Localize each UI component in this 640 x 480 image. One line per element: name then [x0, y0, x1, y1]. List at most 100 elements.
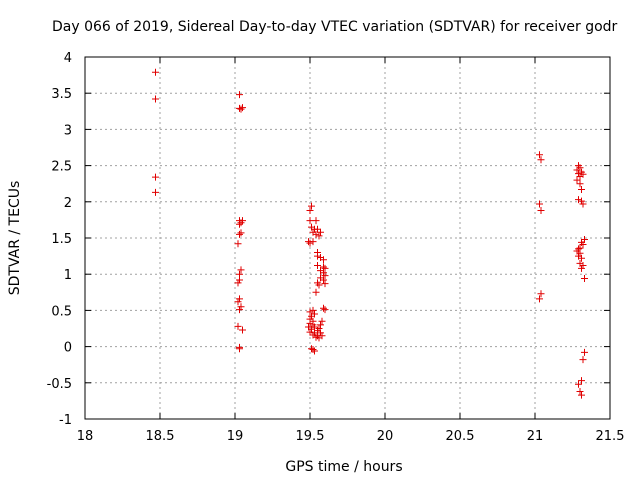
- data-point-plus: [237, 219, 245, 227]
- data-point-plus: [536, 295, 543, 303]
- data-point-plus: [320, 276, 327, 284]
- data-point-plus: [236, 306, 243, 314]
- data-point-plus: [152, 95, 159, 103]
- data-point-plus: [306, 206, 314, 214]
- data-point-plus: [236, 91, 243, 99]
- data-point-plus: [575, 170, 582, 178]
- data-point-plus: [537, 206, 545, 214]
- x-tick-label: 19: [227, 429, 244, 444]
- data-point-plus: [578, 391, 585, 399]
- data-point-plus: [314, 225, 321, 233]
- data-point-plus: [237, 229, 245, 237]
- data-point-plus: [306, 239, 314, 247]
- data-point-plus: [321, 280, 329, 288]
- data-point-plus: [239, 326, 246, 334]
- y-axis-label: SDTVAR / TECUs: [7, 181, 23, 296]
- data-point-plus: [320, 269, 327, 277]
- data-point-plus: [312, 288, 320, 296]
- data-point-plus: [536, 200, 543, 208]
- y-tick-label: -0.5: [47, 377, 72, 392]
- data-point-plus: [579, 356, 587, 364]
- data-point-plus: [579, 200, 587, 208]
- y-tick-label: 4: [64, 51, 72, 66]
- data-point-plus: [573, 166, 581, 174]
- x-tick-label: 20: [377, 429, 394, 444]
- data-point-plus: [578, 264, 585, 272]
- data-point-plus: [239, 104, 246, 112]
- y-tick-label: 2.5: [51, 160, 72, 175]
- data-point-plus: [152, 173, 159, 181]
- data-point-plus: [309, 306, 317, 314]
- data-point-plus: [578, 185, 585, 193]
- data-point-plus: [309, 238, 317, 246]
- data-point-plus: [317, 329, 324, 337]
- x-tick-label: 18: [77, 429, 94, 444]
- data-point-plus: [236, 276, 243, 284]
- data-point-plus: [578, 197, 585, 205]
- data-point-plus: [579, 262, 587, 270]
- data-point-plus: [573, 176, 581, 184]
- data-point-plus: [576, 172, 584, 180]
- data-point-plus: [314, 252, 321, 260]
- data-point-plus: [312, 230, 320, 238]
- data-point-plus: [237, 303, 245, 311]
- data-points: [152, 68, 588, 399]
- data-point-plus: [306, 328, 314, 336]
- data-point-plus: [309, 345, 317, 353]
- data-point-plus: [314, 262, 321, 270]
- x-tick-label: 21.5: [596, 429, 625, 444]
- data-point-plus: [320, 304, 327, 312]
- data-point-plus: [581, 275, 588, 283]
- data-point-plus: [311, 347, 318, 355]
- data-point-plus: [581, 348, 588, 356]
- data-point-plus: [536, 151, 543, 159]
- data-point-plus: [576, 180, 584, 188]
- data-point-plus: [321, 306, 329, 314]
- y-tick-label: 2: [64, 196, 72, 211]
- data-point-plus: [308, 325, 315, 333]
- y-tick-label: -1: [59, 413, 72, 428]
- grid-lines: [85, 57, 610, 419]
- data-point-plus: [306, 308, 314, 316]
- data-point-plus: [321, 264, 329, 272]
- data-point-plus: [237, 266, 245, 274]
- data-point-plus: [236, 104, 243, 112]
- data-point-plus: [575, 380, 582, 388]
- data-point-plus: [578, 254, 585, 262]
- data-point-plus: [152, 188, 159, 196]
- y-tick-label: 1: [64, 268, 72, 283]
- chart-title: Day 066 of 2019, Sidereal Day-to-day VTE…: [52, 19, 618, 35]
- x-tick-label: 20.5: [446, 429, 475, 444]
- data-point-plus: [236, 345, 243, 353]
- y-tick-label: 0.5: [51, 304, 72, 319]
- data-point-plus: [575, 196, 582, 204]
- data-point-plus: [306, 319, 314, 327]
- x-tick-label: 19.5: [296, 429, 325, 444]
- data-point-plus: [152, 68, 159, 76]
- data-point-plus: [321, 272, 329, 280]
- y-tick-label: 0: [64, 341, 72, 356]
- data-point-plus: [317, 321, 324, 329]
- data-point-plus: [315, 281, 323, 289]
- data-point-plus: [576, 249, 584, 257]
- data-point-plus: [234, 240, 242, 248]
- y-tick-label: 3: [64, 123, 72, 138]
- data-point-plus: [308, 312, 315, 320]
- data-point-plus: [578, 377, 585, 385]
- data-point-plus: [576, 387, 584, 395]
- data-point-plus: [236, 230, 243, 238]
- data-point-plus: [306, 217, 314, 225]
- data-point-plus: [236, 220, 243, 228]
- x-tick-label: 18.5: [146, 429, 175, 444]
- data-point-plus: [236, 295, 243, 303]
- data-point-plus: [234, 322, 242, 330]
- y-tick-label: 3.5: [51, 87, 72, 102]
- data-point-plus: [308, 202, 315, 210]
- y-tick-label: 1.5: [51, 232, 72, 247]
- data-point-plus: [537, 156, 545, 164]
- data-point-plus: [312, 333, 320, 341]
- data-point-plus: [315, 232, 323, 240]
- data-point-plus: [318, 317, 326, 325]
- data-point-plus: [234, 279, 242, 287]
